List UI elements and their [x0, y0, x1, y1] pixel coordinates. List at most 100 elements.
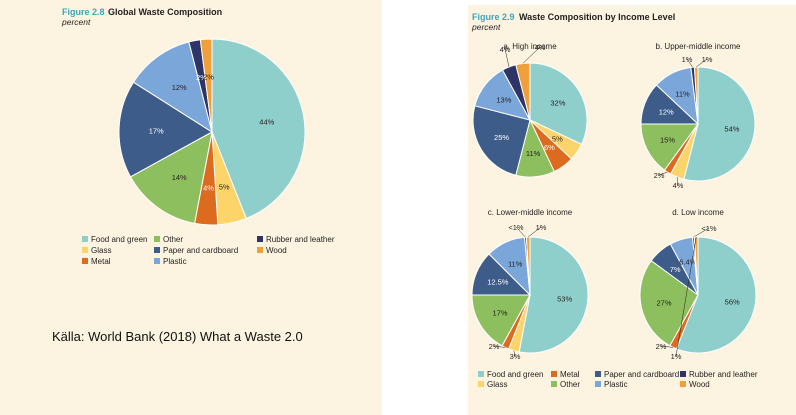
pie-0: 44% 5% 4% 14% 17% 12% 2%2%	[118, 38, 306, 226]
figure-2-8-subtitle: percent	[61, 17, 91, 27]
legend-item-plastic: Plastic	[595, 380, 628, 389]
legend-label: Paper and cardboard	[163, 246, 238, 255]
slice-label: 12%	[659, 107, 674, 116]
pie-slice-other	[129, 131, 213, 224]
legend-swatch	[257, 247, 263, 253]
legend-swatch	[551, 371, 557, 377]
slice-label: 1%	[702, 55, 713, 64]
legend-item-metal: Metal	[82, 257, 111, 266]
legend-swatch	[551, 381, 557, 387]
slice-label: 17%	[149, 126, 164, 135]
slice-label: 15%	[660, 136, 675, 145]
slice-label: 12.5%	[487, 278, 509, 287]
legend-item-rubber-and-leather: Rubber and leather	[257, 235, 335, 244]
slice-label: 11%	[526, 149, 541, 158]
legend-label: Rubber and leather	[689, 370, 758, 379]
slice-label: 13%	[496, 96, 511, 105]
legend-label: Food and green	[487, 370, 544, 379]
slice-label: 1%	[682, 55, 693, 64]
legends: Food and green Other Rubber and leather Gla…	[82, 235, 758, 389]
slice-label: 2%	[654, 171, 665, 180]
slice-label: 53%	[557, 294, 572, 303]
figure-2-9-title: Waste Composition by Income Level	[519, 12, 675, 22]
slice-label: 12%	[172, 83, 187, 92]
leader-line	[493, 345, 506, 348]
legend-label: Metal	[560, 370, 580, 379]
legend-label: Rubber and leather	[266, 235, 335, 244]
leader-line	[515, 226, 526, 238]
legend-item-metal: Metal	[551, 370, 580, 379]
slice-label: 5%	[552, 135, 563, 144]
legend-swatch	[154, 258, 160, 264]
leader-line	[513, 350, 516, 357]
slice-label: 17%	[493, 309, 508, 318]
slice-label: 6.4%	[679, 258, 696, 267]
legend-swatch	[82, 247, 88, 253]
legend-label: Glass	[487, 380, 507, 389]
pie-title: a. High income	[503, 42, 557, 51]
pie-slice-paper-and-cardboard	[472, 105, 531, 176]
legend-swatch	[595, 371, 601, 377]
legend-swatch	[478, 371, 484, 377]
legend-swatch	[257, 236, 263, 242]
legend-swatch	[154, 236, 160, 242]
slice-label: 4%	[673, 181, 684, 190]
figure-2-9-number: Figure 2.9	[472, 12, 515, 22]
slice-label: 4%	[203, 184, 214, 193]
slice-label: 5%	[219, 182, 230, 191]
legend-label: Glass	[91, 246, 111, 255]
pie-3: c. Lower-middle income 53% 3% 2% 17% 12.5% 11%…	[471, 208, 589, 361]
figure-2-8-number: Figure 2.8	[62, 7, 105, 17]
figure-2-8-title: Global Waste Composition	[108, 7, 222, 17]
legend-item-other: Other	[551, 380, 580, 389]
slice-label: 14%	[172, 173, 187, 182]
legend-label: Paper and cardboard	[604, 370, 679, 379]
slice-label: 2%	[196, 73, 207, 82]
leader-line	[676, 176, 679, 186]
pie-slice-paper-and-cardboard	[118, 81, 213, 178]
legend-item-plastic: Plastic	[154, 257, 187, 266]
slice-label: 27%	[656, 298, 671, 307]
legend-label: Food and green	[91, 235, 148, 244]
slice-label: 25%	[494, 133, 509, 142]
legend-item-food-and-green: Food and green	[82, 235, 148, 244]
pie-4: d. Low income 56% 2% 27% 7%6.4% <1% 1%	[639, 208, 757, 361]
legend-item-other: Other	[154, 235, 183, 244]
slice-label: 2%	[656, 342, 667, 351]
slice-label: 2%	[203, 72, 214, 81]
slice-label: 4%	[500, 45, 511, 54]
leader-line	[658, 171, 668, 176]
pie-charts: 44%5%4%14%17%12%2%2%a. High income32%5%6…	[118, 38, 757, 361]
legend-swatch	[595, 381, 601, 387]
slice-label: 11%	[675, 90, 690, 99]
legend-item-paper-and-cardboard: Paper and cardboard	[154, 246, 238, 255]
pie-slice-wood	[693, 236, 699, 296]
slice-label: 1%	[671, 352, 682, 361]
legend-label: Plastic	[163, 257, 187, 266]
legend-swatch	[478, 381, 484, 387]
legend-label: Wood	[689, 380, 710, 389]
legend-label: Wood	[266, 246, 287, 255]
leader-line	[693, 227, 710, 238]
leader-line	[686, 58, 693, 68]
legend-item-wood: Wood	[680, 380, 710, 389]
source-note: Källa: World Bank (2018) What a Waste 2.…	[52, 329, 303, 344]
pie-slice-other	[640, 123, 699, 171]
legend-swatch	[82, 258, 88, 264]
pie-title: d. Low income	[672, 208, 724, 217]
figure-2-9-subtitle: percent	[471, 22, 501, 32]
legend-swatch	[154, 247, 160, 253]
pie-slice-food-and-green	[683, 66, 756, 182]
legend-swatch	[680, 381, 686, 387]
pie-slice-other	[471, 294, 531, 347]
leader-line	[675, 236, 697, 357]
pie-1: a. High income 32% 5%6%11% 25% 13% 4% 4%	[472, 42, 588, 178]
pie-slice-wood	[199, 38, 213, 133]
pie-slice-food-and-green	[211, 38, 306, 220]
slice-label: 7%	[670, 265, 681, 274]
slice-label: 6%	[544, 143, 555, 152]
slice-label: 44%	[259, 118, 274, 127]
slice-label: 54%	[724, 124, 739, 133]
legend-label: Other	[560, 380, 580, 389]
